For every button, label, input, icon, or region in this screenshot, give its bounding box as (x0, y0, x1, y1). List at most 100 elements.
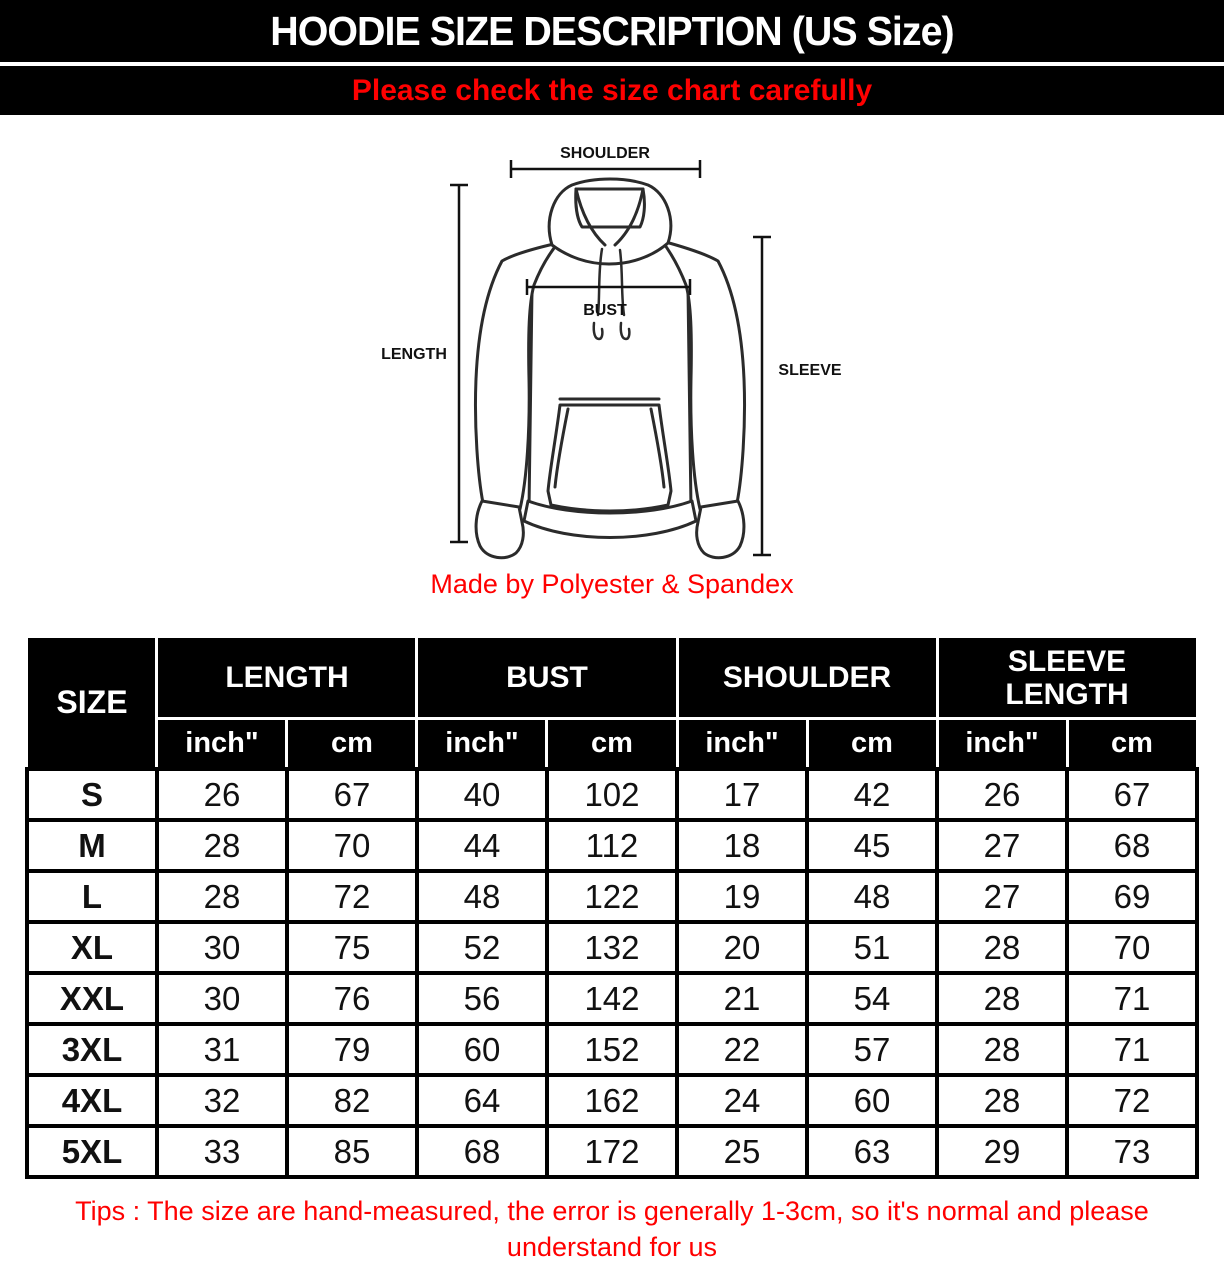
size-label: XXL (24, 970, 159, 1026)
unit-sleeve-cm: cm (1065, 717, 1199, 770)
size-label: M (24, 817, 159, 873)
shoulder-cm-value: 42 (805, 766, 939, 822)
page-title: HOODIE SIZE DESCRIPTION (US Size) (270, 7, 954, 54)
table-row-xxl: XXL 30 76 56 142 21 54 28 71 (24, 970, 1200, 1026)
hood-opening (574, 187, 646, 229)
length-inch-value: 30 (154, 919, 289, 975)
size-table: SIZE LENGTH BUST SHOULDER SLEEVE LENGTH … (24, 635, 1200, 1179)
unit-bust-inch: inch" (415, 717, 549, 770)
material-caption: Made by Polyester & Spandex (430, 569, 794, 599)
length-inch-value: 32 (154, 1072, 289, 1128)
sleeve-cm-value: 71 (1064, 1021, 1200, 1077)
bust-inch-value: 52 (414, 919, 549, 975)
size-label: 4XL (24, 1072, 159, 1128)
dimension-lines (450, 160, 771, 557)
bust-inch-value: 68 (414, 1123, 549, 1179)
bust-cm-value: 102 (544, 766, 680, 822)
length-cm-value: 67 (284, 766, 419, 822)
length-cm-value: 70 (284, 817, 419, 873)
length-inch-value: 28 (154, 868, 289, 924)
pocket-opening-right (649, 407, 666, 489)
length-cm-value: 79 (284, 1021, 419, 1077)
bust-cm-value: 152 (544, 1021, 680, 1077)
length-cm-value: 75 (284, 919, 419, 975)
unit-bust-cm: cm (545, 717, 679, 770)
shoulder-inch-value: 21 (675, 970, 809, 1026)
bust-inch-value: 64 (414, 1072, 549, 1128)
unit-shoulder-inch: inch" (675, 717, 809, 770)
length-label: LENGTH (381, 346, 447, 363)
table-row-xl: XL 30 75 52 132 20 51 28 70 (24, 919, 1200, 975)
col-group-shoulder: SHOULDER (675, 635, 939, 720)
table-unit-header-row: inch" cm inch" cm inch" cm inch" cm (27, 717, 1199, 770)
length-inch-value: 31 (154, 1021, 289, 1077)
col-header-size: SIZE (25, 635, 159, 770)
unit-length-inch: inch" (155, 717, 289, 770)
bust-inch-value: 40 (414, 766, 549, 822)
sleeve-label: SLEEVE (778, 362, 841, 379)
size-label: 5XL (24, 1123, 159, 1179)
sleeve-cm-value: 68 (1064, 817, 1200, 873)
shoulder-cm-value: 48 (805, 868, 939, 924)
hoodie-right-cuff (695, 499, 746, 560)
hoodie-diagram-svg: SHOULDER LENGTH BUST SLEEVE (381, 145, 842, 560)
shoulder-cm-value: 63 (805, 1123, 939, 1179)
drawstring-aglet-right (619, 321, 631, 341)
shoulder-inch-value: 22 (675, 1021, 809, 1077)
length-cm-value: 72 (284, 868, 419, 924)
sleeve-inch-value: 28 (935, 970, 1069, 1026)
length-inch-value: 28 (154, 817, 289, 873)
bust-cm-value: 172 (544, 1123, 680, 1179)
shoulder-inch-value: 24 (675, 1072, 809, 1128)
table-row-s: S 26 67 40 102 17 42 26 67 (24, 766, 1200, 822)
shoulder-inch-value: 20 (675, 919, 809, 975)
bust-inch-value: 56 (414, 970, 549, 1026)
shoulder-cm-value: 51 (805, 919, 939, 975)
sleeve-cm-value: 67 (1064, 766, 1200, 822)
col-group-sleeve-length: SLEEVE LENGTH (935, 635, 1199, 720)
length-cm-value: 82 (284, 1072, 419, 1128)
unit-sleeve-inch: inch" (935, 717, 1069, 770)
length-inch-value: 30 (154, 970, 289, 1026)
shoulder-cm-value: 60 (805, 1072, 939, 1128)
sleeve-inch-value: 27 (935, 817, 1069, 873)
sleeve-inch-value: 28 (935, 1072, 1069, 1128)
size-label: S (24, 766, 159, 822)
hood-fold-left (574, 187, 607, 247)
hoodie-drawing (473, 177, 747, 560)
table-row-3xl: 3XL 31 79 60 152 22 57 28 71 (24, 1021, 1200, 1077)
unit-length-cm: cm (285, 717, 419, 770)
hood-fold-right (613, 187, 645, 247)
subtitle-warning: Please check the size chart carefully (351, 73, 873, 107)
length-inch-value: 33 (154, 1123, 289, 1179)
shoulder-inch-value: 18 (675, 817, 809, 873)
size-label: L (24, 868, 159, 924)
length-cm-value: 76 (284, 970, 419, 1026)
bust-cm-value: 142 (544, 970, 680, 1026)
shoulder-label: SHOULDER (560, 145, 650, 162)
col-group-bust: BUST (415, 635, 679, 720)
bust-cm-value: 162 (544, 1072, 680, 1128)
sleeve-inch-value: 29 (935, 1123, 1069, 1179)
shoulder-cm-value: 45 (805, 817, 939, 873)
table-group-header-row: SIZE LENGTH BUST SHOULDER SLEEVE LENGTH (25, 635, 1199, 770)
dimension-labels: SHOULDER LENGTH BUST SLEEVE (381, 145, 842, 379)
sleeve-cm-value: 73 (1064, 1123, 1200, 1179)
sleeve-inch-value: 28 (935, 1021, 1069, 1077)
unit-shoulder-cm: cm (805, 717, 939, 770)
length-cm-value: 85 (284, 1123, 419, 1179)
bust-inch-value: 48 (414, 868, 549, 924)
bust-inch-value: 60 (414, 1021, 549, 1077)
tips-text: Tips : The size are hand-measured, the e… (75, 1195, 1149, 1262)
measurement-diagram: SHOULDER LENGTH BUST SLEEVE Made by Poly… (0, 127, 1224, 607)
size-label: 3XL (24, 1021, 159, 1077)
sleeve-cm-value: 69 (1064, 868, 1200, 924)
sleeve-inch-value: 27 (935, 868, 1069, 924)
hoodie-pocket (546, 403, 673, 513)
shoulder-cm-value: 54 (805, 970, 939, 1026)
sleeve-cm-value: 72 (1064, 1072, 1200, 1128)
bust-cm-value: 122 (544, 868, 680, 924)
table-row-4xl: 4XL 32 82 64 162 24 60 28 72 (24, 1072, 1200, 1128)
title-bar: HOODIE SIZE DESCRIPTION (US Size) (0, 0, 1224, 62)
